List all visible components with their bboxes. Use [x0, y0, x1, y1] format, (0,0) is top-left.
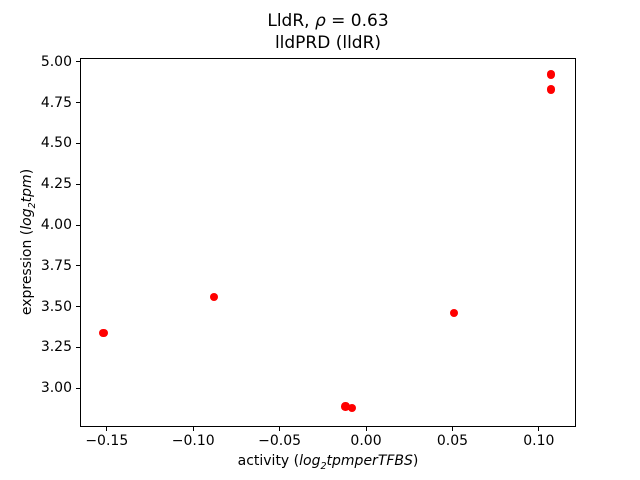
x-axis-tick-label: 0.10 [523, 433, 555, 450]
chart-subtitle: lldPRD (lldR) [274, 32, 382, 53]
y-axis-tick-label: 3.25 [40, 339, 72, 356]
x-axis-label: activity (log2tpmperTFBS) [80, 453, 576, 472]
y-label-prefix: expression ( [19, 229, 35, 316]
y-axis-tick [76, 102, 80, 103]
y-axis-tick [76, 142, 80, 144]
data-point [546, 85, 556, 94]
y-label-math: log2tpm [19, 174, 38, 230]
x-axis-tick [451, 427, 453, 432]
plot-area [80, 57, 576, 428]
title-correlation-value: = 0.63 [325, 11, 389, 31]
data-point [347, 403, 357, 413]
chart-title-line1: LldR, ρ = 0.63 [80, 11, 576, 33]
y-axis-tick-label: 4.50 [40, 135, 72, 152]
x-axis-tick-label: −0.15 [85, 433, 129, 450]
x-axis-tick-label: −0.05 [258, 433, 302, 450]
x-label-subscript: 2 [320, 460, 327, 472]
y-axis-tick [76, 306, 80, 308]
x-label-math: log2tpmperTFBS [299, 453, 413, 472]
x-axis-tick [106, 427, 108, 432]
x-axis-tick [192, 427, 194, 432]
data-point [546, 70, 556, 79]
y-axis-tick [76, 224, 80, 226]
y-label-subscript: 2 [26, 202, 38, 209]
y-axis-tick [76, 265, 80, 267]
y-axis-tick-label: 3.00 [40, 380, 72, 397]
data-point [449, 308, 459, 318]
y-axis-tick [76, 61, 80, 63]
y-axis-tick-label: 3.50 [40, 298, 72, 315]
y-axis-tick-label: 4.00 [40, 217, 72, 233]
y-axis-tick-label: 4.25 [40, 176, 72, 193]
title-prefix: LldR, [267, 11, 315, 31]
x-axis-tick [279, 427, 281, 432]
chart-title: LldR, ρ = 0.63 lldPRD (lldR) [80, 11, 576, 54]
y-axis-tick-label: 4.75 [40, 94, 72, 111]
y-axis-tick-label: 3.75 [40, 257, 72, 274]
y-label-suffix: ) [19, 168, 35, 175]
y-axis-tick [76, 346, 80, 348]
data-point [341, 402, 350, 411]
data-point [209, 292, 219, 302]
title-rho-symbol: ρ [314, 11, 326, 31]
y-axis-label: expression (log2tpm) [19, 168, 38, 316]
y-axis-tick-label: 5.00 [40, 53, 72, 70]
x-axis-tick-label: 0.00 [350, 433, 382, 450]
x-axis-tick-label: 0.05 [436, 433, 469, 450]
x-axis-tick-label: −0.10 [171, 433, 215, 450]
y-axis-tick [76, 387, 80, 389]
x-axis-tick [538, 427, 540, 432]
x-label-prefix: activity ( [237, 453, 300, 469]
x-axis-tick [365, 427, 367, 432]
data-point [99, 328, 108, 338]
y-axis-tick [76, 183, 80, 185]
x-label-suffix: ) [412, 453, 419, 469]
